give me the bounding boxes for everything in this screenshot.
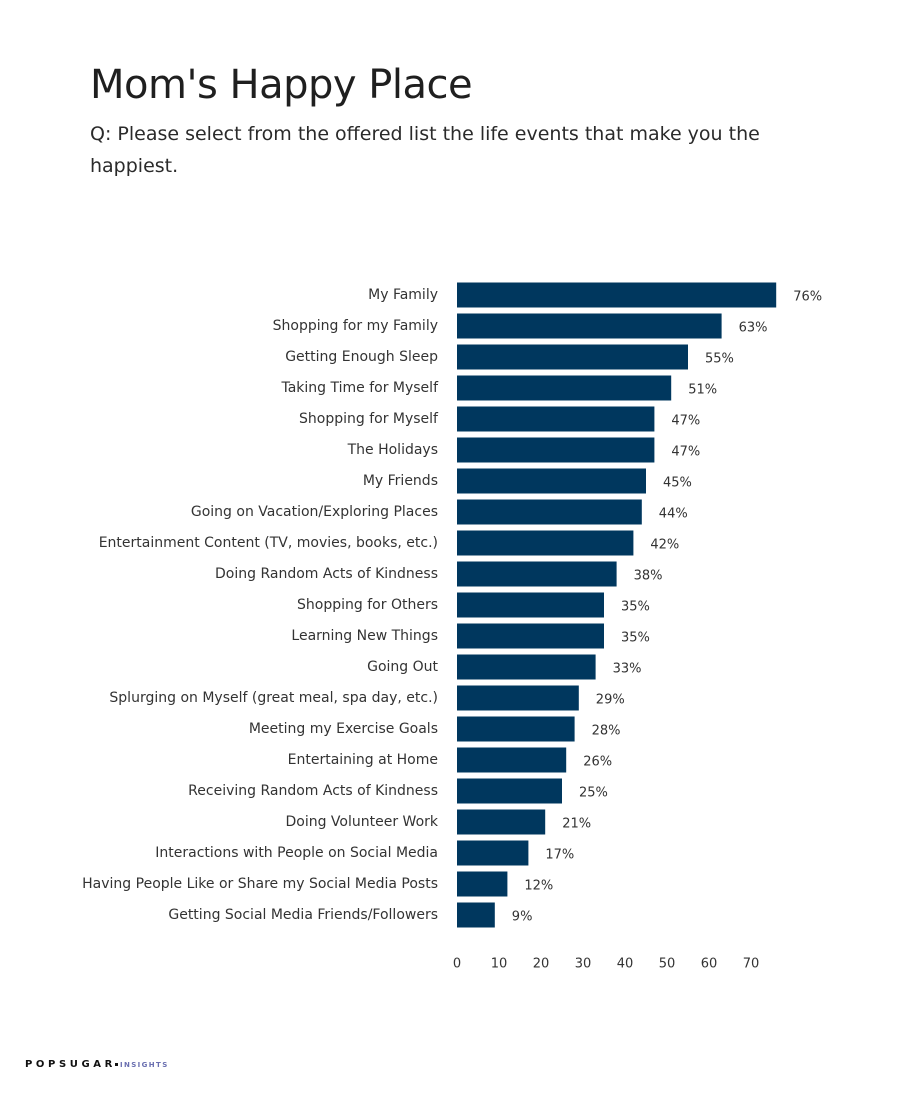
category-label: Splurging on Myself (great meal, spa day… [109, 690, 438, 706]
value-label: 63% [739, 321, 768, 336]
value-label: 42% [650, 538, 679, 553]
logo-dot [114, 1063, 118, 1066]
bar [457, 530, 634, 556]
category-label: My Family [368, 287, 438, 303]
category-label: Doing Random Acts of Kindness [215, 566, 438, 582]
category-label: Getting Social Media Friends/Followers [168, 907, 438, 923]
bar [457, 685, 579, 711]
category-label: The Holidays [347, 442, 438, 458]
category-label: Shopping for Myself [299, 411, 439, 427]
x-tick-label: 30 [575, 957, 592, 972]
bar [457, 871, 508, 897]
category-label: Shopping for Others [297, 597, 438, 613]
value-label: 17% [545, 848, 574, 863]
value-label: 47% [671, 445, 700, 460]
bar [457, 468, 646, 494]
value-label: 76% [793, 290, 822, 305]
bar [457, 902, 495, 928]
category-label: Receiving Random Acts of Kindness [188, 783, 438, 799]
value-label: 44% [659, 507, 688, 522]
x-axis: 0 10 20 30 40 50 60 70 [453, 957, 759, 972]
bar [457, 623, 604, 649]
x-tick-label: 50 [659, 957, 676, 972]
x-tick-label: 40 [617, 957, 634, 972]
value-label: 35% [621, 631, 650, 646]
category-label: Taking Time for Myself [280, 380, 439, 396]
popsugar-insights-logo: POPSUGAR INSIGHTS [25, 1055, 169, 1072]
bar [457, 747, 567, 773]
x-tick-label: 60 [701, 957, 718, 972]
logo-brand: POPSUGAR [25, 1059, 116, 1070]
value-label: 45% [663, 476, 692, 491]
category-label: Going Out [367, 659, 438, 675]
value-label: 33% [613, 662, 642, 677]
value-label: 21% [562, 817, 591, 832]
bar [457, 840, 529, 866]
category-label: Having People Like or Share my Social Me… [82, 876, 438, 892]
category-label: My Friends [363, 473, 438, 489]
survey-question: Q: Please select from the offered list t… [90, 123, 760, 177]
value-label: 38% [634, 569, 663, 584]
bars-layer [457, 282, 777, 928]
bar [457, 561, 617, 587]
x-tick-label: 70 [743, 957, 760, 972]
category-label: Entertaining at Home [288, 752, 438, 768]
bar [457, 499, 642, 525]
category-label: Getting Enough Sleep [285, 349, 438, 365]
bar [457, 716, 575, 742]
category-label: Entertainment Content (TV, movies, books… [99, 535, 438, 551]
value-label: 25% [579, 786, 608, 801]
bar [457, 282, 777, 308]
category-label: Interactions with People on Social Media [155, 845, 438, 861]
value-label: 29% [596, 693, 625, 708]
value-label: 28% [592, 724, 621, 739]
x-tick-label: 0 [453, 957, 461, 972]
category-label: Shopping for my Family [273, 318, 438, 334]
category-label: Doing Volunteer Work [285, 814, 438, 830]
bar [457, 809, 546, 835]
value-label: 35% [621, 600, 650, 615]
category-label: Going on Vacation/Exploring Places [191, 504, 438, 520]
bar [457, 437, 655, 463]
bar-chart: My Family Shopping for my Family Getting E… [82, 282, 822, 972]
category-label: Learning New Things [291, 628, 438, 644]
bar [457, 654, 596, 680]
bar [457, 778, 562, 804]
value-label: 51% [688, 383, 717, 398]
x-tick-label: 10 [491, 957, 508, 972]
logo-sub: INSIGHTS [119, 1061, 169, 1069]
value-label: 9% [512, 910, 533, 925]
value-labels-layer: 76% 63% 55% 51% 47% 47% 45% 44% 42% 38% 35% 35% 33% 2… [512, 290, 822, 925]
bar [457, 406, 655, 432]
page-title: Mom's Happy Place [90, 62, 473, 108]
bar [457, 592, 604, 618]
category-label: Meeting my Exercise Goals [249, 721, 438, 737]
category-labels-layer: My Family Shopping for my Family Getting E… [82, 287, 439, 923]
value-label: 12% [524, 879, 553, 894]
value-label: 47% [671, 414, 700, 429]
bar [457, 344, 688, 370]
bar [457, 313, 722, 339]
bar [457, 375, 672, 401]
x-tick-label: 20 [533, 957, 550, 972]
value-label: 55% [705, 352, 734, 367]
value-label: 26% [583, 755, 612, 770]
